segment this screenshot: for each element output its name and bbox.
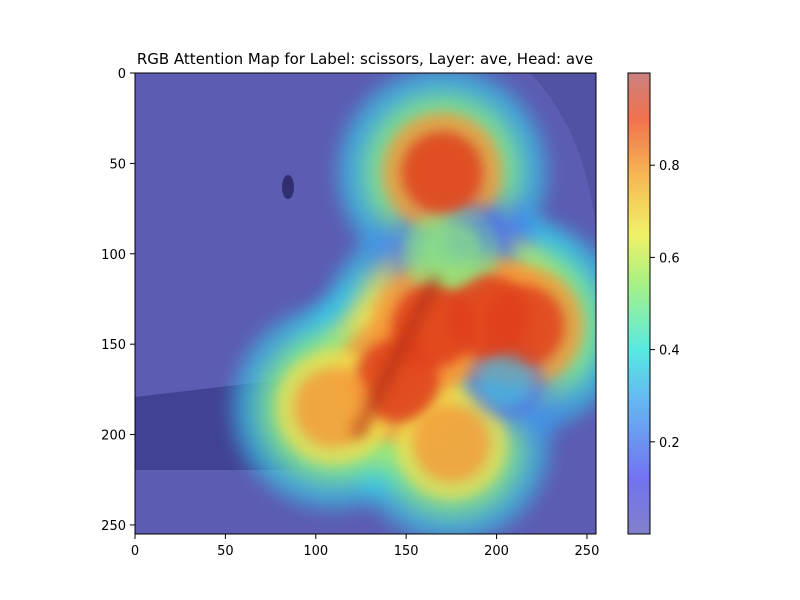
x-tick-label: 100 <box>303 544 328 559</box>
colorbar: 0.2 0.4 0.6 0.8 <box>627 72 680 535</box>
photo-edge-arc <box>530 73 596 230</box>
colorbar-gradient <box>628 73 650 534</box>
y-tick-label: 50 <box>109 157 126 172</box>
y-tick-label: 150 <box>101 338 126 353</box>
heatmap-plot <box>135 73 596 534</box>
scissor-blade-hint <box>348 271 443 440</box>
attention-blob <box>482 285 565 368</box>
colorbar-tick-label: 0.6 <box>659 251 680 266</box>
x-tick-label: 0 <box>131 544 139 559</box>
y-tick-label: 250 <box>101 519 126 534</box>
plot-frame <box>134 72 597 535</box>
attention-blob <box>401 131 484 214</box>
colorbar-tick-label: 0.8 <box>659 159 680 174</box>
photo-dark-spot <box>282 175 294 199</box>
y-tick-label: 0 <box>118 67 126 82</box>
attention-blob <box>412 405 490 483</box>
attention-blob <box>418 221 484 287</box>
x-tick-label: 200 <box>484 544 509 559</box>
attention-blob <box>479 354 532 407</box>
colorbar-tick-label: 0.4 <box>659 344 680 359</box>
x-tick-label: 50 <box>217 544 234 559</box>
y-axis: 0 50 100 150 200 250 <box>101 67 135 534</box>
colorbar-tick-label: 0.2 <box>659 436 680 451</box>
x-tick-label: 250 <box>575 544 600 559</box>
y-tick-label: 100 <box>101 248 126 263</box>
y-tick-label: 200 <box>101 429 126 444</box>
x-axis: 0 50 100 150 200 250 <box>131 534 600 559</box>
colorbar-frame <box>627 72 651 535</box>
x-tick-label: 150 <box>394 544 419 559</box>
chart-title: RGB Attention Map for Label: scissors, L… <box>137 50 593 68</box>
